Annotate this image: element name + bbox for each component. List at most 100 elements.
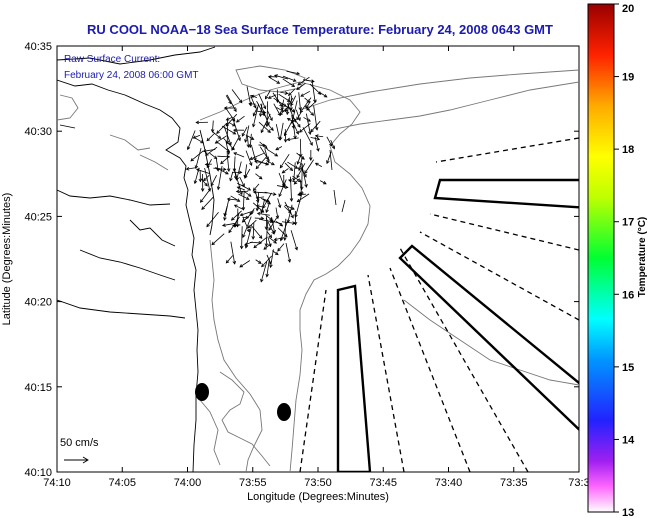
current-vector — [266, 149, 278, 157]
current-vector-head — [241, 183, 245, 188]
current-vector — [265, 90, 271, 100]
current-vector — [234, 204, 245, 211]
current-vector-head — [291, 83, 296, 87]
current-vector — [333, 189, 337, 206]
current-vector — [310, 120, 321, 133]
current-vector-head — [289, 198, 294, 202]
current-vector — [304, 97, 310, 103]
current-vector-head — [216, 130, 220, 134]
current-vector-head — [223, 217, 227, 221]
current-vector-head — [263, 246, 267, 250]
current-vector — [326, 136, 333, 147]
current-vector-head — [326, 160, 330, 165]
current-vector — [255, 155, 268, 169]
current-vector-head — [262, 105, 267, 110]
current-vector-head — [273, 240, 277, 244]
current-vector-head — [194, 165, 199, 169]
current-vector-head — [331, 145, 336, 150]
current-vector — [221, 125, 236, 135]
current-vector — [252, 107, 258, 116]
current-vector — [212, 120, 214, 133]
current-vector — [306, 100, 317, 111]
current-vector-head — [217, 135, 222, 139]
current-vector-head — [260, 209, 264, 214]
current-vector-head — [316, 137, 321, 141]
current-vector-head — [200, 188, 205, 192]
transect-lines — [299, 137, 579, 472]
current-vector-head — [300, 93, 304, 97]
current-vector-head — [190, 158, 194, 162]
current-vector — [285, 242, 291, 263]
current-vector-head — [275, 215, 280, 220]
current-vector-head — [286, 118, 291, 122]
current-vector — [273, 103, 281, 116]
current-vector — [258, 121, 271, 133]
current-vector-head — [239, 191, 243, 196]
current-vector-head — [287, 258, 292, 263]
current-vector-head — [292, 118, 297, 123]
current-vector — [276, 185, 288, 188]
current-vector-head — [241, 207, 246, 211]
current-vector — [277, 243, 285, 252]
current-vector-head — [204, 182, 208, 187]
current-vector-head — [294, 165, 299, 169]
current-vector — [313, 105, 318, 130]
current-vector — [284, 162, 293, 171]
colorbar-tick-label: 17 — [622, 217, 634, 229]
current-vector — [292, 175, 302, 183]
current-vector — [330, 139, 335, 149]
current-vector-head — [274, 153, 279, 157]
current-vector-head — [267, 95, 272, 99]
current-vector — [287, 161, 298, 169]
current-vector — [260, 103, 270, 125]
current-vector-head — [258, 240, 263, 245]
current-vector-head — [216, 167, 220, 172]
current-vector-head — [258, 175, 263, 180]
current-vector — [280, 91, 288, 94]
current-vector — [299, 138, 302, 157]
station-marker-1 — [195, 383, 209, 401]
current-vector — [268, 94, 277, 99]
current-vector-head — [244, 242, 248, 246]
current-vector-head — [269, 217, 273, 221]
current-vector — [205, 146, 218, 156]
current-vector-head — [214, 140, 219, 144]
x-tick-label: 73:45 — [369, 477, 397, 489]
current-vector-head — [242, 234, 246, 238]
current-vector-head — [233, 204, 238, 208]
scale-label: 50 cm/s — [60, 437, 99, 449]
surface-current-vectors — [59, 70, 346, 283]
current-vector — [267, 110, 273, 121]
current-vector — [296, 82, 306, 90]
current-vector-head — [304, 183, 308, 188]
current-vector — [300, 90, 310, 97]
current-vector-head — [273, 237, 278, 241]
current-vector-head — [265, 156, 269, 161]
current-vector — [201, 196, 214, 210]
current-vector-head — [289, 167, 294, 172]
current-vector-head — [239, 245, 244, 250]
current-vector — [266, 101, 269, 127]
current-vector — [186, 167, 196, 170]
current-vector-head — [250, 136, 255, 140]
current-vector-head — [271, 161, 275, 166]
current-vector — [250, 225, 263, 239]
current-vector — [253, 191, 268, 194]
current-vector-head — [297, 124, 301, 128]
current-vector-head — [230, 217, 235, 221]
current-vector-head — [206, 137, 211, 142]
current-vector — [244, 168, 251, 179]
current-vector — [282, 75, 297, 82]
current-vector-head — [258, 113, 263, 118]
current-vector-head — [283, 237, 287, 241]
current-vector — [231, 134, 241, 151]
colorbar: 20 19 18 17 16 15 14 13 Temperature (°C) — [587, 3, 648, 518]
current-vector-head — [186, 146, 191, 151]
current-vector — [229, 171, 234, 181]
current-vector — [244, 164, 248, 178]
current-vector — [280, 221, 288, 241]
current-vector — [279, 106, 289, 116]
current-vector — [246, 135, 249, 148]
current-vector — [303, 117, 311, 122]
